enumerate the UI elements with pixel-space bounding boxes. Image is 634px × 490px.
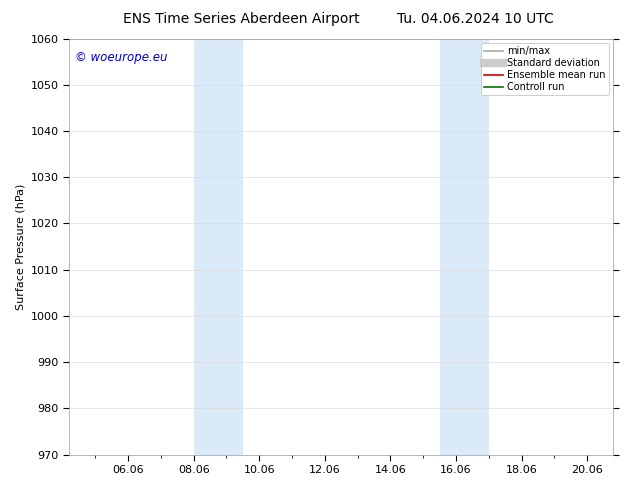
- Bar: [194, 39, 243, 455]
- Text: ENS Time Series Aberdeen Airport: ENS Time Series Aberdeen Airport: [122, 12, 359, 26]
- Bar: [439, 39, 489, 455]
- Y-axis label: Surface Pressure (hPa): Surface Pressure (hPa): [15, 183, 25, 310]
- Legend: min/max, Standard deviation, Ensemble mean run, Controll run: min/max, Standard deviation, Ensemble me…: [481, 44, 609, 95]
- Text: Tu. 04.06.2024 10 UTC: Tu. 04.06.2024 10 UTC: [397, 12, 554, 26]
- Text: © woeurope.eu: © woeurope.eu: [75, 51, 167, 64]
